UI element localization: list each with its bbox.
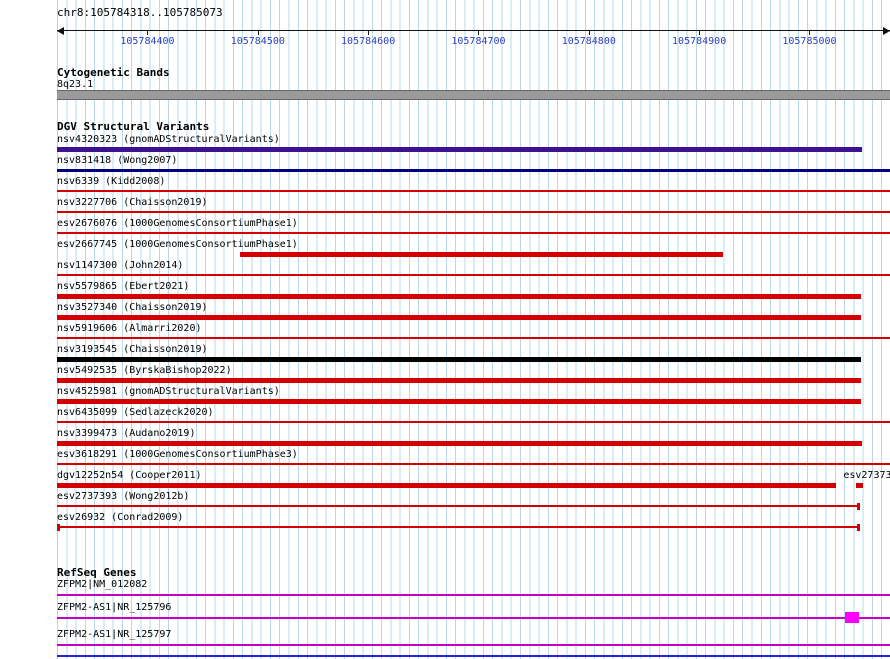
variant-bar[interactable] xyxy=(57,398,861,404)
variant-bar[interactable] xyxy=(57,211,890,213)
variant-label: nsv1147300 (John2014) xyxy=(57,260,184,271)
variant-bar-small[interactable] xyxy=(855,482,864,488)
variant-bar[interactable] xyxy=(57,505,860,507)
ruler-tick-mark xyxy=(588,30,590,35)
variant-bar[interactable] xyxy=(57,482,836,488)
region-position-label: chr8:105784318..105785073 xyxy=(57,6,223,19)
variant-bar[interactable] xyxy=(57,190,890,192)
gene-line[interactable] xyxy=(57,644,890,646)
gene-label: ZFPM2-AS1|NR_125796 xyxy=(57,602,172,613)
ruler-left-arrow-icon[interactable] xyxy=(57,26,64,35)
variant-bar[interactable] xyxy=(57,274,890,276)
variant-label: esv26932 (Conrad2009) xyxy=(57,512,184,523)
ruler-tick-mark xyxy=(478,30,480,35)
variant-label: esv2667745 (1000GenomesConsortiumPhase1) xyxy=(57,239,298,250)
variant-endcap-left xyxy=(57,523,60,531)
ruler-tick-mark xyxy=(257,30,259,35)
ruler-coordinate-label: 105784600 xyxy=(341,36,396,47)
variant-bar[interactable] xyxy=(57,421,890,423)
variant-label: nsv5579865 (Ebert2021) xyxy=(57,281,190,292)
bottom-gene-line[interactable] xyxy=(57,655,890,657)
variant-endcap-right xyxy=(857,523,860,531)
variant-label: nsv5919606 (Almarri2020) xyxy=(57,323,202,334)
ruler-right-arrow-icon[interactable] xyxy=(883,26,890,35)
variant-bar[interactable] xyxy=(57,440,862,446)
section-title-dgv-structural-variants: DGV Structural Variants xyxy=(57,120,210,133)
variant-label: nsv5492535 (ByrskaBishop2022) xyxy=(57,365,232,376)
ruler-coordinate-label: 105785000 xyxy=(782,36,837,47)
ruler-coordinate-label: 105784400 xyxy=(120,36,175,47)
ruler-coordinate-label: 105784500 xyxy=(230,36,285,47)
ruler-tick-mark xyxy=(368,30,370,35)
ruler-coordinate-label: 105784900 xyxy=(672,36,727,47)
variant-label: nsv4320323 (gnomADStructuralVariants) xyxy=(57,134,280,145)
variant-label: nsv4525981 (gnomADStructuralVariants) xyxy=(57,386,280,397)
variant-bar[interactable] xyxy=(240,251,724,257)
variant-label: nsv3227706 (Chaisson2019) xyxy=(57,197,208,208)
variant-label: nsv831418 (Wong2007) xyxy=(57,155,178,166)
gene-line[interactable] xyxy=(57,594,890,596)
variant-label: nsv6339 (Kidd2008) xyxy=(57,176,166,187)
section-title-cytogenetic-bands: Cytogenetic Bands xyxy=(57,66,170,79)
variant-label: nsv6435099 (Sedlazeck2020) xyxy=(57,407,214,418)
variant-bar[interactable] xyxy=(57,463,890,465)
variant-label: esv2737393 (Wong2012b) xyxy=(57,491,190,502)
variant-label: nsv3193545 (Chaisson2019) xyxy=(57,344,208,355)
variant-endcap-right xyxy=(857,502,860,510)
ruler-coordinate-label: 105784700 xyxy=(451,36,506,47)
variant-label: nsv3399473 (Audano2019) xyxy=(57,428,196,439)
variant-bar[interactable] xyxy=(57,314,861,320)
ruler-tick-mark xyxy=(699,30,701,35)
variant-label: dgv12252n54 (Cooper2011) xyxy=(57,470,202,481)
grid-lines xyxy=(57,0,890,659)
gene-line[interactable] xyxy=(57,617,890,619)
variant-label-right: esv27373 xyxy=(843,470,890,481)
ruler-line[interactable] xyxy=(57,30,890,31)
ruler-tick-mark xyxy=(809,30,811,35)
track-area: chr8:105784318..105785073 105784400 10578… xyxy=(57,0,890,659)
variant-bar[interactable] xyxy=(57,168,890,172)
variant-label: esv2676076 (1000GenomesConsortiumPhase1) xyxy=(57,218,298,229)
variant-label: esv3618291 (1000GenomesConsortiumPhase3) xyxy=(57,449,298,460)
variant-bar[interactable] xyxy=(57,146,862,152)
variant-bar[interactable] xyxy=(57,337,890,339)
variant-bar[interactable] xyxy=(57,356,861,362)
ruler-coordinate-label: 105784800 xyxy=(561,36,616,47)
section-title-refseq-genes: RefSeq Genes xyxy=(57,566,137,579)
variant-bar[interactable] xyxy=(57,232,890,234)
gene-label: ZFPM2-AS1|NR_125797 xyxy=(57,629,172,640)
gene-exon-box[interactable] xyxy=(845,612,860,623)
cytoband-bar[interactable] xyxy=(57,90,890,100)
variant-bar[interactable] xyxy=(57,377,861,383)
gene-label: ZFPM2|NM_012082 xyxy=(57,579,148,590)
cytoband-label: 8q23.1 xyxy=(57,79,94,90)
variant-bar[interactable] xyxy=(57,526,860,528)
variant-bar[interactable] xyxy=(57,293,861,299)
variant-label: nsv3527340 (Chaisson2019) xyxy=(57,302,208,313)
ruler-tick-mark xyxy=(147,30,149,35)
